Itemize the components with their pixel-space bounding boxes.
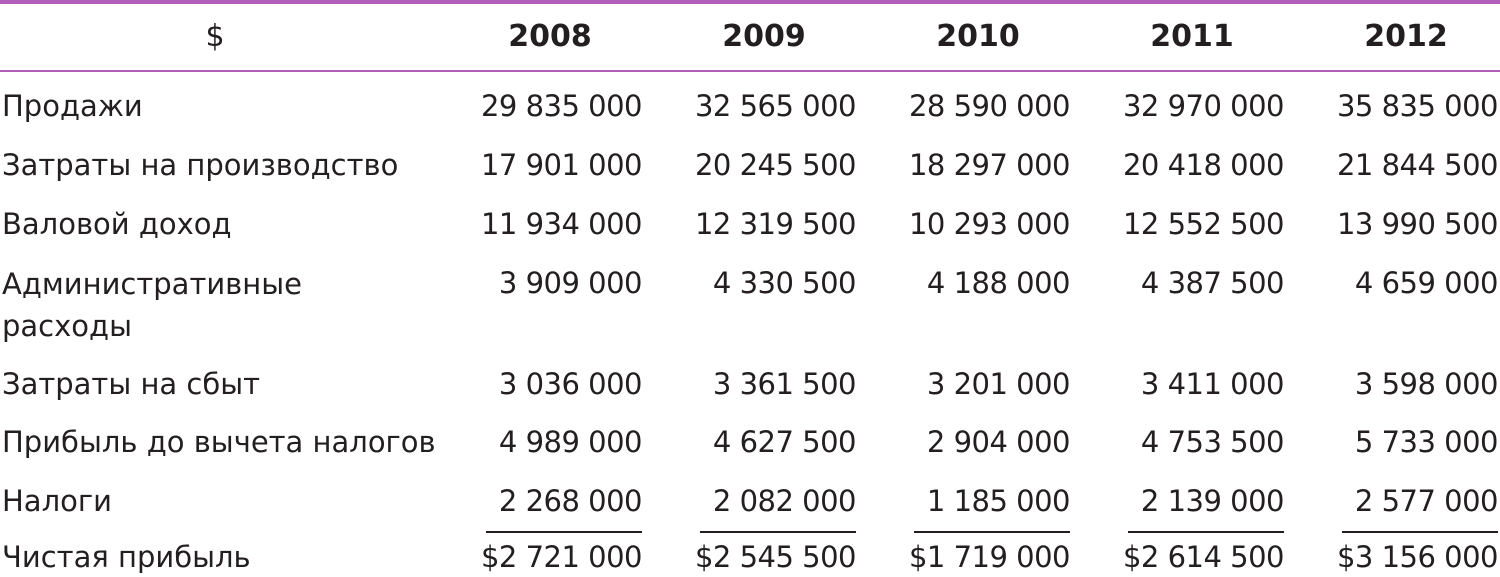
table-cell: 3 036 000 [498, 367, 643, 401]
table-cell: 2 082 000 [712, 484, 857, 518]
year-header: 2010 [936, 19, 1020, 54]
table-cell: 3 201 000 [926, 367, 1071, 401]
row-label: Прибыль до вычета налогов [2, 425, 436, 459]
table-cell: 2 577 000 [1354, 484, 1499, 518]
table-cell: 21 844 500 [1336, 148, 1499, 182]
table-cell: 20 245 500 [694, 148, 857, 182]
year-header: 2012 [1364, 19, 1448, 54]
table-cell: 2 904 000 [926, 425, 1071, 459]
table-cell: 3 598 000 [1354, 367, 1499, 401]
table-cell: 11 934 000 [480, 207, 643, 241]
table-cell: 4 659 000 [1354, 266, 1499, 300]
currency-header: $ [205, 19, 225, 54]
table-cell: 4 188 000 [926, 266, 1071, 300]
table-cell: 32 970 000 [1122, 89, 1285, 123]
table-cell: $2 614 500 [1122, 540, 1285, 574]
table-cell: 3 361 500 [712, 367, 857, 401]
row-label: Административные расходы [2, 267, 302, 343]
table-cell: 32 565 000 [694, 89, 857, 123]
table-cell: 3 411 000 [1140, 367, 1285, 401]
table-cell: 4 330 500 [712, 266, 857, 300]
table-cell: 3 909 000 [498, 266, 643, 300]
table-cell: $3 156 000 [1336, 540, 1499, 574]
table-cell: $2 545 500 [694, 540, 857, 574]
row-label: Валовой доход [2, 207, 232, 241]
year-header: 2009 [722, 19, 806, 54]
table-cell: 5 733 000 [1354, 425, 1499, 459]
row-label: Продажи [2, 89, 143, 123]
year-header: 2011 [1150, 19, 1234, 54]
sum-underline [914, 531, 1070, 533]
table-cell: 29 835 000 [480, 89, 643, 123]
year-header: 2008 [508, 19, 592, 54]
header-rule [0, 70, 1500, 72]
table-cell: 4 989 000 [498, 425, 643, 459]
sum-underline [486, 531, 642, 533]
table-cell: 2 268 000 [498, 484, 643, 518]
table-cell: 1 185 000 [926, 484, 1071, 518]
row-label: Затраты на производство [2, 148, 399, 182]
sum-underline [1342, 531, 1498, 533]
table-cell: 4 387 500 [1140, 266, 1285, 300]
table-cell: 10 293 000 [908, 207, 1071, 241]
row-label: Чистая прибыль [2, 540, 251, 574]
row-label: Налоги [2, 484, 112, 518]
table-cell: 4 753 500 [1140, 425, 1285, 459]
table-cell: $1 719 000 [908, 540, 1071, 574]
table-cell: 20 418 000 [1122, 148, 1285, 182]
sum-underline [700, 531, 856, 533]
table-cell: 17 901 000 [480, 148, 643, 182]
table-cell: 35 835 000 [1336, 89, 1499, 123]
table-cell: 18 297 000 [908, 148, 1071, 182]
table-cell: 28 590 000 [908, 89, 1071, 123]
sum-underline [1128, 531, 1284, 533]
table-cell: $2 721 000 [480, 540, 643, 574]
table-cell: 12 552 500 [1122, 207, 1285, 241]
top-accent-rule [0, 0, 1500, 4]
table-cell: 13 990 500 [1336, 207, 1499, 241]
table-cell: 4 627 500 [712, 425, 857, 459]
table-cell: 12 319 500 [694, 207, 857, 241]
table-cell: 2 139 000 [1140, 484, 1285, 518]
row-label: Затраты на сбыт [2, 367, 261, 401]
